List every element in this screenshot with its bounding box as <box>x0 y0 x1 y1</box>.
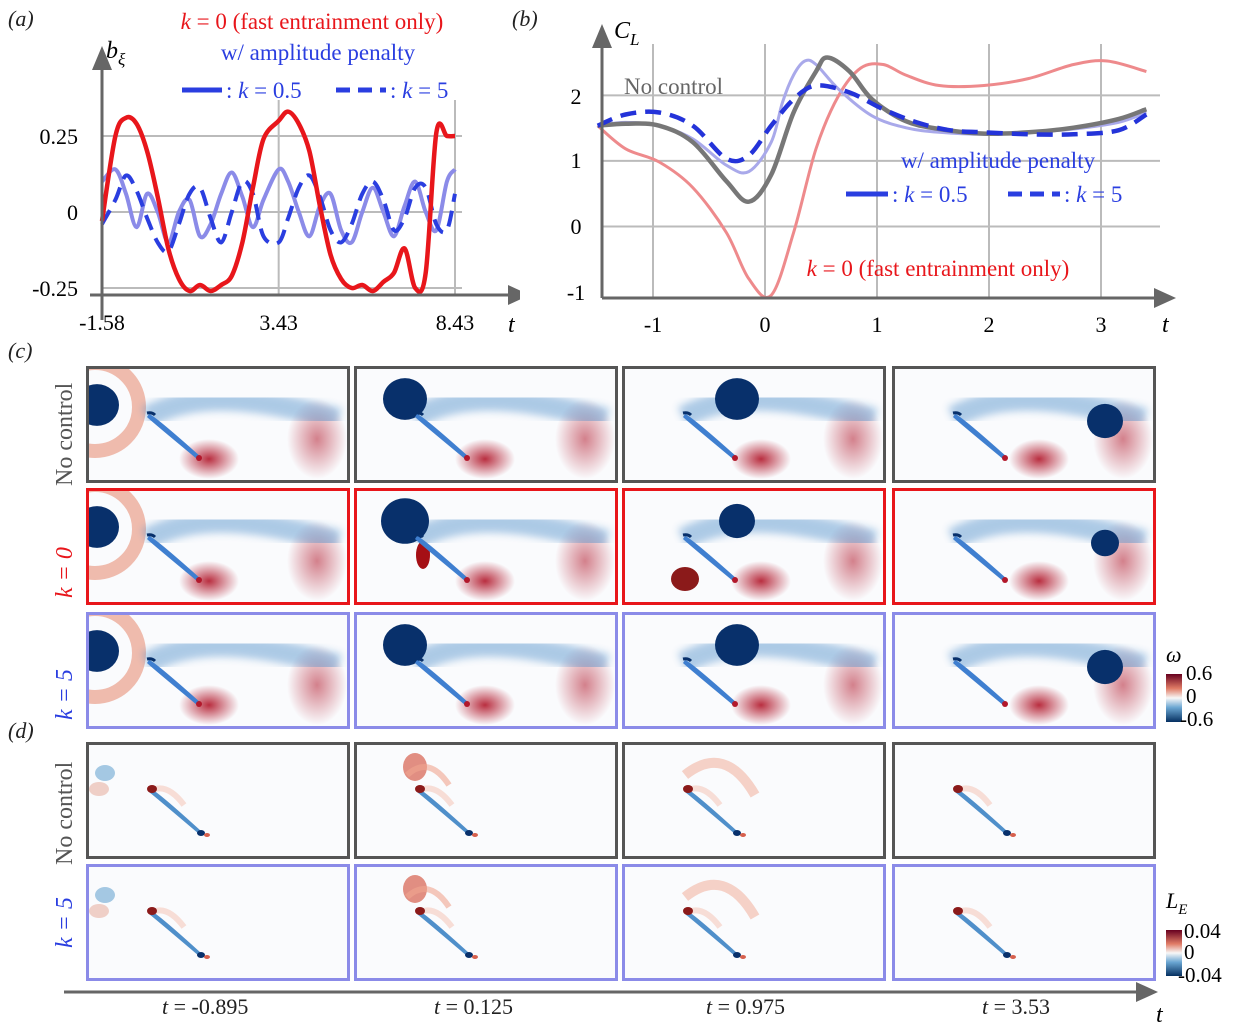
chart-a-series <box>99 109 457 295</box>
legend-a-k0: k = 0 (fast entrainment only) <box>181 9 444 34</box>
chart-b-xtick: 0 <box>760 312 771 337</box>
chart-b-xlabel: t <box>1162 312 1170 338</box>
chart-b-y-arrow <box>592 24 612 48</box>
chart-b-x-arrow <box>1154 288 1176 308</box>
chart-b-xtick: 1 <box>872 312 883 337</box>
chart-b-ytick: 0 <box>571 214 582 239</box>
time-caption-4: t = 3.53 <box>982 994 1051 1019</box>
vorticity-snapshot-nc-2 <box>354 366 618 483</box>
vorticity-snapshot-nc-4 <box>892 366 1156 483</box>
chart-b-grid <box>602 44 1160 298</box>
chart-b-line-0 <box>597 55 1148 204</box>
legend-a-k05: : k = 0.5 <box>226 78 302 103</box>
chart-a-ticks: -1.58 3.43 8.43 0.25 0 -0.25 <box>32 124 474 335</box>
time-axis-label: t <box>1156 1002 1164 1028</box>
chart-a-line-2 <box>100 173 457 255</box>
time-caption-1: t = -0.895 <box>162 994 249 1019</box>
vorticity-snapshot-k5-2 <box>354 612 618 729</box>
chart-b-line-1 <box>596 59 1147 299</box>
chart-a-xtick: 8.43 <box>436 310 475 335</box>
colorbar-c-mid: 0 <box>1186 684 1197 708</box>
chart-a-ytick: 0.25 <box>40 124 79 149</box>
vorticity-snapshot-k0-4 <box>892 488 1156 605</box>
panel-label-d: (d) <box>8 718 34 743</box>
chart-a-xtick: 3.43 <box>259 310 298 335</box>
legend-b-k5: : k = 5 <box>1064 182 1122 207</box>
vorticity-snapshot-k0-1 <box>86 488 350 605</box>
legend-b-k05: : k = 0.5 <box>892 182 968 207</box>
legend-b-penalty: w/ amplitude penalty <box>901 148 1096 173</box>
energy-snapshot-dk5-3 <box>622 864 886 981</box>
energy-snapshot-dnc-2 <box>354 742 618 859</box>
energy-snapshot-dk5-1 <box>86 864 350 981</box>
colorbar-c-min: -0.6 <box>1180 707 1213 730</box>
chart-b-ylabel: CL <box>614 18 639 49</box>
vorticity-snapshot-k5-4 <box>892 612 1156 729</box>
chart-a-xlabel: t <box>508 312 516 335</box>
energy-snapshot-dnc-1 <box>86 742 350 859</box>
chart-b-xtick: 2 <box>984 312 995 337</box>
vorticity-snapshot-k0-2 <box>354 488 618 605</box>
chart-b-ytick: -1 <box>567 280 585 305</box>
vorticity-snapshot-nc-3 <box>622 366 886 483</box>
legend-b-nocontrol: No control <box>624 74 723 99</box>
time-axis: t <box>64 982 1164 1028</box>
row-label-c-k5: k = 5 <box>52 669 78 720</box>
row-label-d-nocontrol: No control <box>52 761 78 865</box>
vorticity-snapshot-k0-3 <box>622 488 886 605</box>
chart-a-ylabel: bξ <box>106 38 126 69</box>
vorticity-snapshot-k5-3 <box>622 612 886 729</box>
legend-b-k0: k = 0 (fast entrainment only) <box>807 256 1070 281</box>
colorbar-c-max: 0.6 <box>1186 661 1212 685</box>
chart-a-ytick: 0 <box>67 200 78 225</box>
panel-label-c: (c) <box>8 338 33 363</box>
row-label-d-k5: k = 5 <box>52 897 78 948</box>
energy-snapshot-dk5-2 <box>354 864 618 981</box>
chart-a: bξ t -1.58 3.43 8.43 0.25 0 -0.25 k = 0 (fast… <box>32 9 520 335</box>
row-label-c-nocontrol: No control <box>52 382 78 486</box>
vorticity-snapshot-nc-1 <box>86 366 350 483</box>
colorbar-energy: LE 0.04 0 -0.04 <box>1165 888 1222 987</box>
chart-a-ytick: -0.25 <box>32 276 78 301</box>
legend-a-k5: : k = 5 <box>390 78 448 103</box>
chart-b-ticks: -1 0 1 2 3 2 1 0 -1 <box>567 84 1107 337</box>
chart-b-xtick: -1 <box>644 312 662 337</box>
time-caption-3: t = 0.975 <box>706 994 786 1019</box>
colorbar-vorticity: ω 0.6 0 -0.6 <box>1166 642 1213 730</box>
time-caption-2: t = 0.125 <box>434 994 514 1019</box>
energy-snapshot-dk5-4 <box>892 864 1156 981</box>
chart-b-xtick: 3 <box>1096 312 1107 337</box>
legend-a-penalty: w/ amplitude penalty <box>221 40 416 65</box>
colorbar-d-max: 0.04 <box>1184 919 1221 943</box>
chart-a-y-arrow <box>92 46 112 70</box>
row-label-c-k0: k = 0 <box>52 547 78 598</box>
panel-label-a: (a) <box>8 6 34 31</box>
chart-b-ytick: 1 <box>571 148 582 173</box>
chart-b-series <box>596 55 1148 299</box>
chart-b: CL t -1 0 1 2 3 2 1 0 -1 No control w/ amplitude… <box>567 18 1176 338</box>
colorbar-d-symbol: LE <box>1165 888 1187 918</box>
energy-snapshot-dnc-4 <box>892 742 1156 859</box>
vorticity-snapshot-k5-1 <box>86 612 350 729</box>
chart-a-x-arrow <box>508 285 520 305</box>
colorbar-d-mid: 0 <box>1184 940 1195 964</box>
chart-a-xtick: -1.58 <box>79 310 125 335</box>
colorbar-c-symbol: ω <box>1166 642 1182 667</box>
chart-b-line-3 <box>596 83 1148 164</box>
chart-a-line-0 <box>99 109 456 295</box>
panel-label-b: (b) <box>512 6 538 31</box>
chart-b-ytick: 2 <box>571 84 582 109</box>
energy-snapshot-dnc-3 <box>622 742 886 859</box>
colorbar-d-min: -0.04 <box>1178 963 1222 987</box>
